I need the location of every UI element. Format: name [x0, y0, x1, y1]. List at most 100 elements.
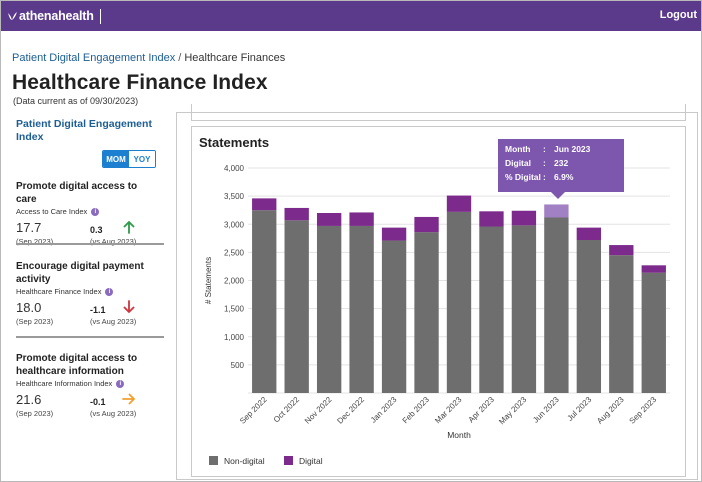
x-tick-label: Mar 2023	[433, 395, 464, 426]
toggle-mom[interactable]: MOM	[103, 151, 129, 167]
bar-non-digital[interactable]	[381, 240, 407, 393]
arrow-down-icon	[123, 300, 135, 314]
y-tick-label: 3,500	[224, 192, 245, 201]
statements-chart: 500 1,000 1,500 2,000 2,500 3,000 3,500 4,000 # …	[204, 164, 670, 466]
metric-delta: -1.1	[90, 305, 106, 315]
breadcrumb-parent-link[interactable]: Patient Digital Engagement Index	[12, 52, 176, 64]
metric-card-finance[interactable]: Encourage digital payment activity Healt…	[16, 260, 158, 330]
tooltip-value: Jun 2023	[554, 144, 591, 154]
x-tick-label: Oct 2022	[272, 395, 302, 425]
breadcrumb: Patient Digital Engagement Index / Healthc…	[12, 52, 285, 64]
bar-digital[interactable]	[609, 245, 634, 256]
x-tick-label: Dec 2022	[335, 395, 366, 426]
bar-digital[interactable]	[576, 227, 602, 240]
statements-chart-card	[191, 126, 686, 477]
metric-title: Promote digital access to care	[16, 181, 138, 205]
bar-digital[interactable]	[544, 204, 569, 218]
bar-non-digital[interactable]	[349, 225, 374, 393]
x-tick-label: Jan 2023	[369, 395, 399, 425]
metric-title: Encourage digital payment activity	[16, 261, 144, 285]
tooltip-value: 6.9%	[554, 172, 574, 182]
bar-digital[interactable]	[381, 227, 407, 241]
x-tick-label: Nov 2022	[303, 395, 334, 426]
tooltip-key: % Digital	[505, 172, 541, 182]
breadcrumb-separator: /	[178, 52, 182, 64]
bar-digital[interactable]	[284, 207, 309, 221]
metric-comparison: (vs Aug 2023)	[90, 409, 137, 418]
brand-logo[interactable]: athenahealth	[7, 9, 94, 23]
metric-date: (Sep 2023)	[16, 317, 54, 326]
metric-card-information[interactable]: Promote digital access to healthcare inf…	[16, 352, 158, 422]
upper-card-edge	[191, 104, 686, 121]
metric-value: 17.7	[16, 220, 42, 235]
metric-delta: -0.1	[90, 397, 106, 407]
logout-link[interactable]: Logout	[659, 9, 697, 21]
metric-divider	[16, 243, 164, 245]
brand-name: athenahealth	[19, 9, 94, 23]
metric-values: 21.6 (Sep 2023) -0.1 (vs Aug 2023)	[16, 392, 158, 422]
y-tick-label: 500	[231, 361, 245, 370]
bar-non-digital[interactable]	[446, 211, 472, 393]
bar-non-digital[interactable]	[414, 232, 439, 393]
bar-non-digital[interactable]	[511, 225, 537, 393]
bar-non-digital[interactable]	[316, 225, 342, 393]
tooltip-pointer	[551, 192, 565, 199]
brand-divider	[99, 8, 101, 24]
info-icon[interactable]: i	[91, 207, 100, 216]
bar-digital[interactable]	[446, 195, 472, 212]
x-tick-label: Feb 2023	[401, 395, 432, 426]
metric-values: 18.0 (Sep 2023) -1.1 (vs Aug 2023)	[16, 300, 158, 330]
metric-card-access[interactable]: Promote digital access to care Access to…	[16, 180, 158, 250]
sidebar-title-link[interactable]: Patient Digital Engagement Index	[16, 118, 152, 143]
chart-tooltip: Month: Jun 2023 Digital:232 % Digital:6.9…	[498, 139, 624, 192]
bar-non-digital[interactable]	[252, 210, 277, 393]
bar-digital[interactable]	[641, 265, 666, 273]
arrow-up-icon	[123, 220, 135, 234]
bar-digital[interactable]	[349, 212, 374, 226]
tooltip-value: 232	[554, 158, 569, 168]
tooltip-key: Month	[505, 144, 531, 154]
bar-non-digital[interactable]	[544, 217, 569, 394]
metric-value: 18.0	[16, 300, 42, 315]
bar-non-digital[interactable]	[641, 272, 666, 393]
bar-digital[interactable]	[316, 213, 342, 226]
x-axis-label: Month	[447, 430, 471, 440]
y-axis-label: # Statements	[204, 257, 213, 304]
metric-subtitle-row: Healthcare Finance Index i	[16, 287, 158, 296]
page-title: Healthcare Finance Index	[12, 71, 268, 94]
legend-swatch[interactable]	[209, 456, 218, 465]
metric-value: 21.6	[16, 392, 42, 407]
toggle-yoy[interactable]: YOY	[129, 151, 155, 167]
bar-non-digital[interactable]	[479, 226, 504, 394]
x-tick-label: Sep 2023	[628, 395, 659, 426]
info-icon[interactable]: i	[105, 287, 114, 296]
metric-date: (Sep 2023)	[16, 237, 54, 246]
bar-digital[interactable]	[511, 210, 537, 226]
bar-non-digital[interactable]	[284, 220, 309, 393]
metric-delta: 0.3	[90, 225, 103, 235]
tooltip-row: Month: Jun 2023	[505, 144, 617, 158]
metric-title: Promote digital access to healthcare inf…	[16, 353, 138, 377]
x-tick-label: May 2023	[497, 395, 529, 427]
metric-subtitle: Access to Care Index	[16, 207, 88, 216]
x-tick-label: Sep 2022	[238, 395, 269, 426]
info-icon[interactable]: i	[116, 379, 125, 388]
bar-digital[interactable]	[479, 211, 504, 227]
bar-non-digital[interactable]	[576, 240, 602, 393]
bar-digital[interactable]	[252, 198, 277, 211]
metric-subtitle: Healthcare Information Index	[16, 379, 113, 388]
x-tick-label: Apr 2023	[467, 395, 497, 425]
y-tick-label: 1,000	[224, 333, 245, 342]
legend-label[interactable]: Non-digital	[224, 456, 265, 466]
sidebar: Patient Digital Engagement Index MOM YOY…	[8, 112, 176, 482]
bar-non-digital[interactable]	[609, 255, 634, 393]
period-toggle: MOM YOY	[102, 150, 156, 168]
legend-swatch[interactable]	[284, 456, 293, 465]
metric-subtitle-row: Access to Care Index i	[16, 207, 158, 216]
bar-digital[interactable]	[414, 216, 439, 233]
metric-subtitle-row: Healthcare Information Index i	[16, 379, 158, 388]
x-tick-label: Aug 2023	[595, 395, 626, 426]
legend-label[interactable]: Digital	[299, 456, 323, 466]
metric-values: 17.7 (Sep 2023) 0.3 (vs Aug 2023)	[16, 220, 158, 250]
chart-title: Statements	[199, 135, 270, 150]
